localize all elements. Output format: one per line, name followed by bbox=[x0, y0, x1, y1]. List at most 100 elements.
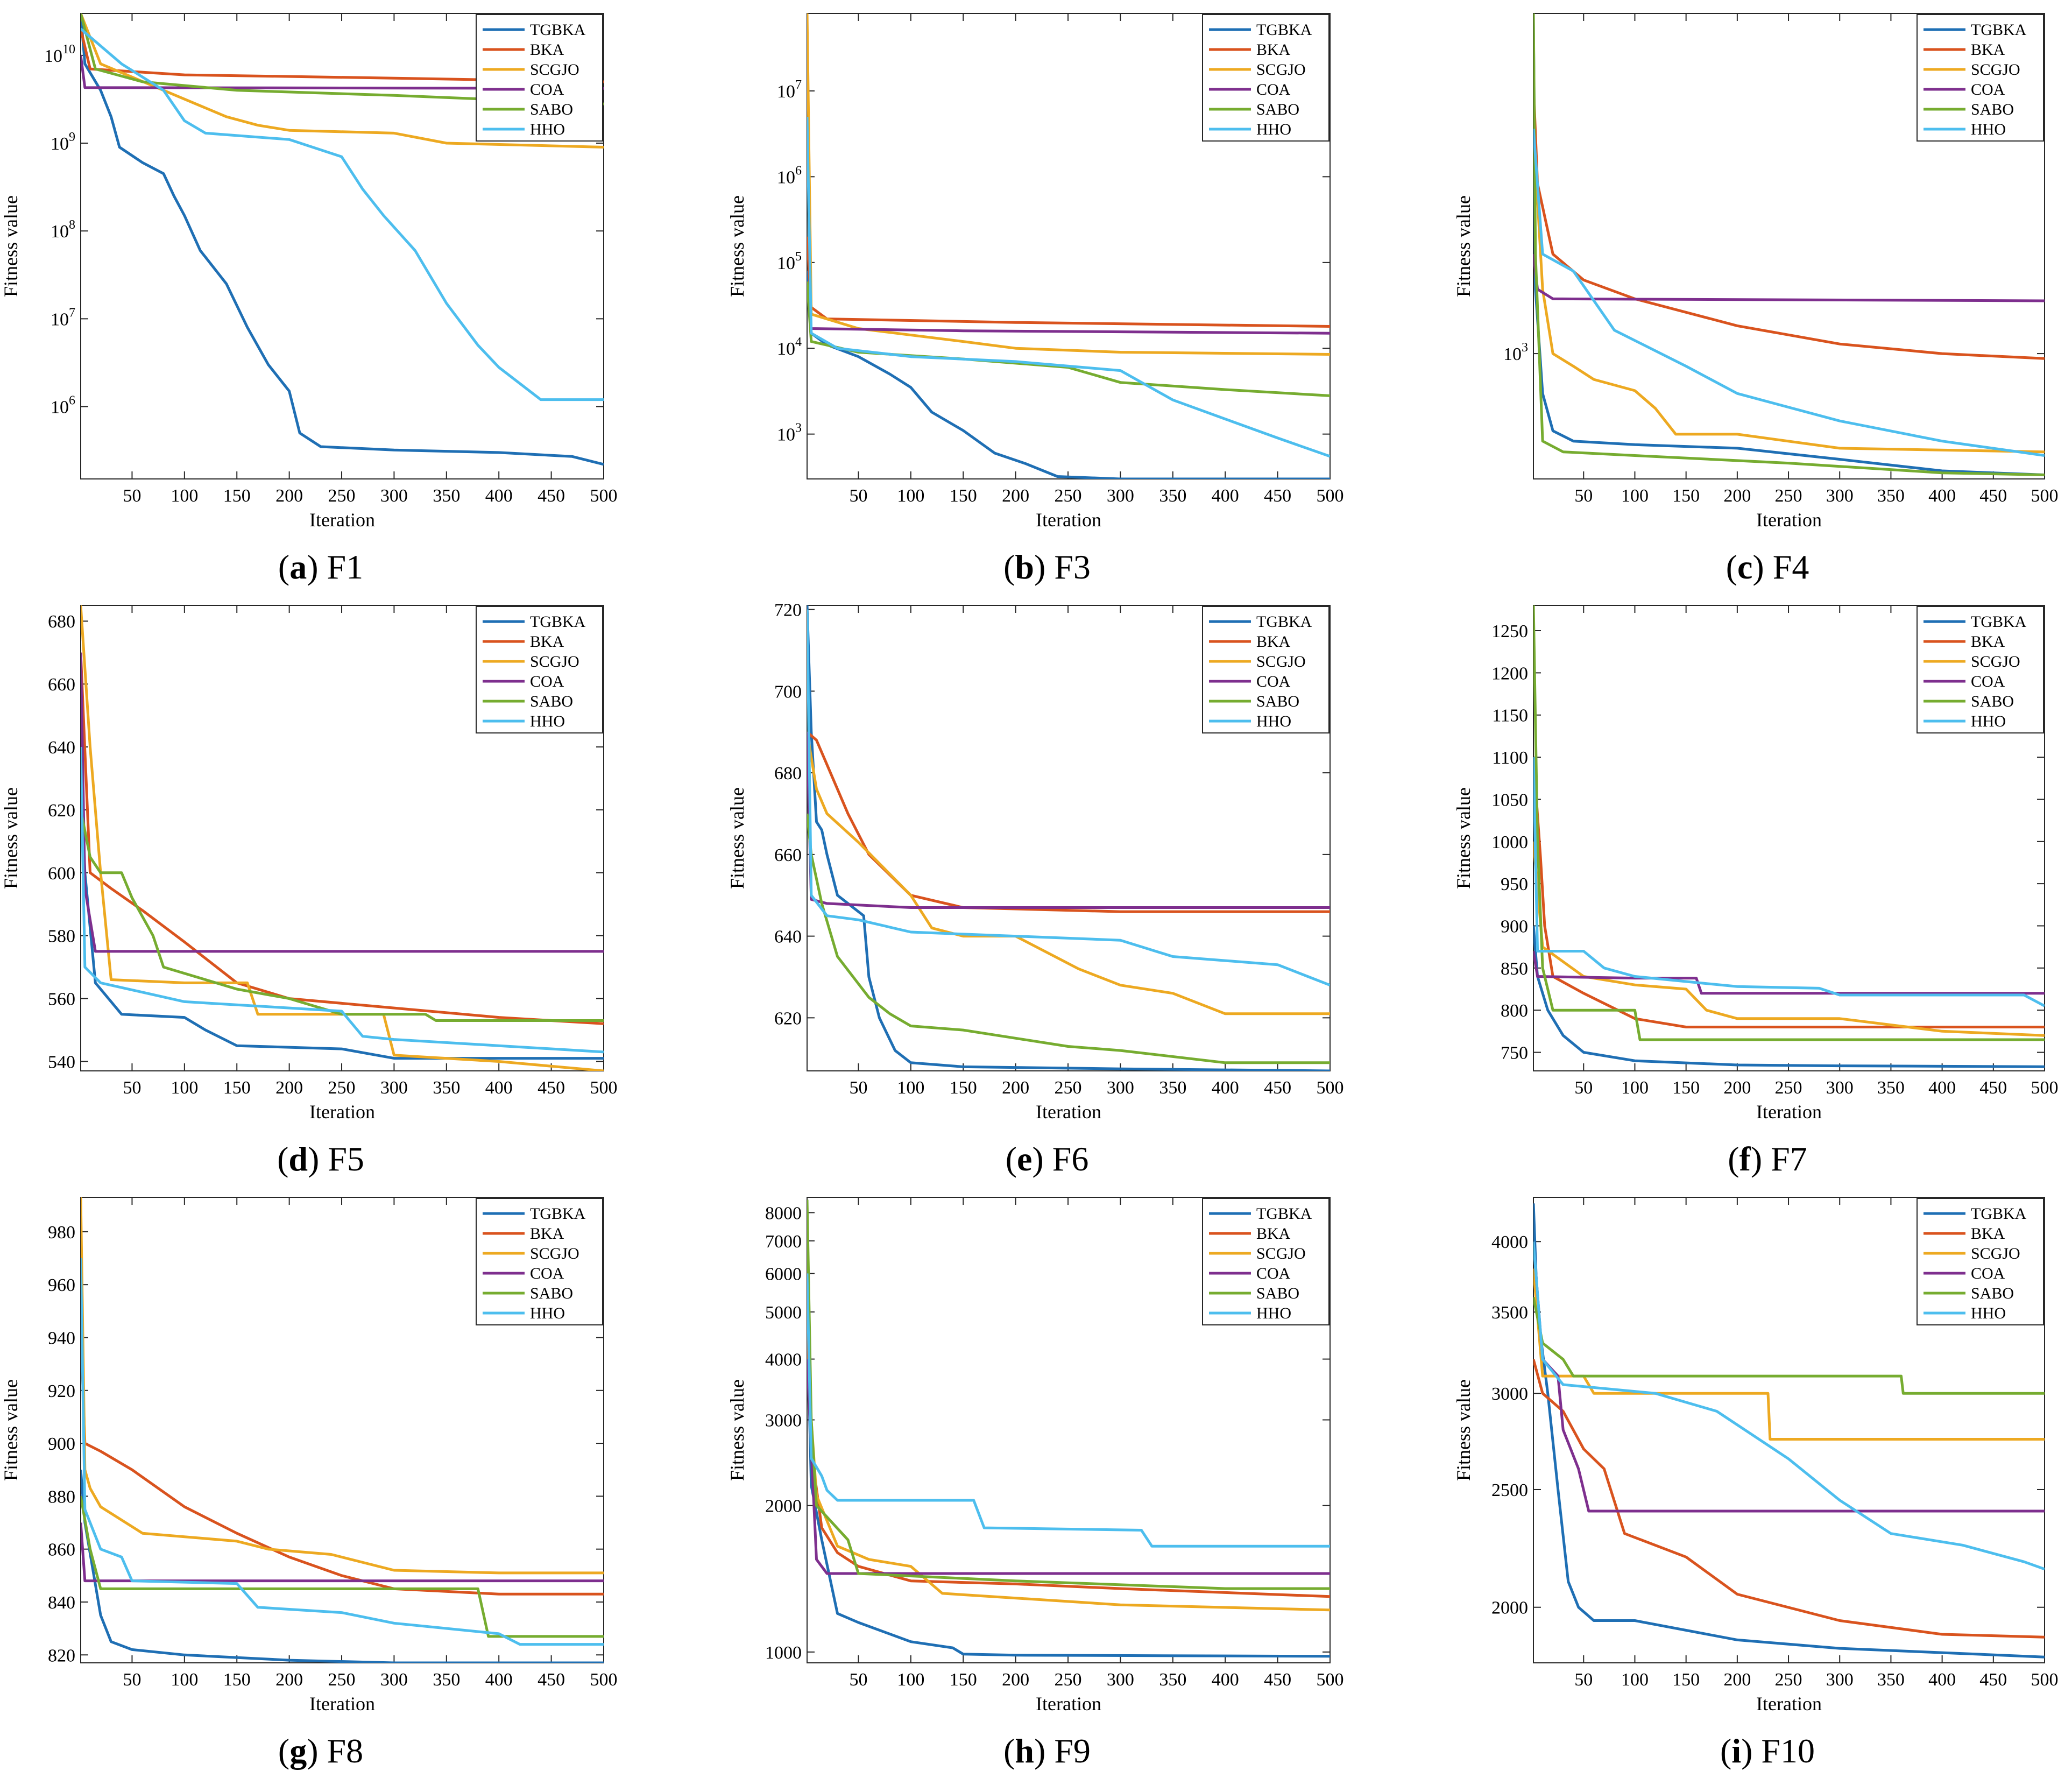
legend-entry: SCGJO bbox=[1256, 61, 1306, 79]
series-line-tgbka bbox=[1533, 926, 2045, 1068]
y-tick-label: 580 bbox=[48, 927, 75, 947]
legend-entry: HHO bbox=[1256, 712, 1291, 730]
x-tick-label: 250 bbox=[1055, 1078, 1082, 1098]
y-tick-label: 980 bbox=[48, 1223, 75, 1243]
x-tick-label: 200 bbox=[1002, 1078, 1029, 1098]
series-line-sabo bbox=[81, 13, 604, 105]
y-tick-label: 840 bbox=[48, 1593, 75, 1613]
legend-entry: HHO bbox=[530, 712, 565, 730]
x-tick-label: 300 bbox=[1826, 486, 1854, 506]
series-line-scgjo bbox=[1533, 841, 2045, 1037]
x-tick-label: 150 bbox=[950, 1670, 977, 1690]
series-line-hho bbox=[81, 746, 604, 1054]
legend-entry: TGBKA bbox=[1971, 21, 2027, 39]
x-tick-label: 250 bbox=[1055, 486, 1082, 506]
legend-entry: COA bbox=[530, 1265, 564, 1282]
series-line-tgbka bbox=[807, 271, 1330, 479]
series-line-coa bbox=[81, 1522, 604, 1583]
x-axis-label: Iteration bbox=[309, 1693, 375, 1715]
y-tick-label: 940 bbox=[48, 1328, 75, 1348]
x-tick-label: 100 bbox=[1621, 486, 1649, 506]
x-tick-label: 400 bbox=[485, 486, 513, 506]
legend-entry: SCGJO bbox=[530, 61, 579, 79]
series-line-scgjo bbox=[1533, 129, 2045, 454]
x-tick-label: 450 bbox=[538, 1078, 565, 1098]
x-tick-label: 50 bbox=[1574, 1670, 1593, 1690]
series-line-coa bbox=[807, 1359, 1330, 1575]
y-tick-label: 4000 bbox=[1491, 1232, 1528, 1252]
x-axis-label: Iteration bbox=[1036, 1101, 1101, 1123]
y-tick-label: 680 bbox=[774, 764, 802, 784]
x-tick-label: 300 bbox=[1826, 1078, 1854, 1098]
legend: TGBKA BKA SCGJO COA SABO HHO bbox=[476, 606, 603, 733]
y-tick-label: 640 bbox=[48, 738, 75, 758]
legend-entry: BKA bbox=[530, 633, 564, 651]
legend-entry: SCGJO bbox=[1971, 61, 2020, 79]
x-tick-label: 50 bbox=[849, 1670, 867, 1690]
chart-panel-c: 50 100 150 200 250 300 350 400 450 500 103 Iteratio… bbox=[1453, 13, 2059, 586]
legend-entry: TGBKA bbox=[1256, 613, 1312, 631]
x-tick-label: 500 bbox=[2031, 1078, 2059, 1098]
x-tick-label: 200 bbox=[1723, 1670, 1751, 1690]
chart-panel-a: 50 100 150 200 250 300 350 400 450 500 106 107 108 10… bbox=[0, 13, 618, 586]
x-tick-label: 100 bbox=[1621, 1670, 1649, 1690]
series-line-bka bbox=[81, 29, 604, 83]
x-tick-label: 100 bbox=[1621, 1078, 1649, 1098]
series-line-hho bbox=[1533, 129, 2045, 457]
series-line-bka bbox=[1533, 757, 2045, 1028]
y-axis-label: Fitness value bbox=[0, 1379, 22, 1481]
legend-entry: SABO bbox=[1256, 101, 1299, 118]
y-axis-label: Fitness value bbox=[1453, 1379, 1474, 1481]
x-tick-label: 350 bbox=[433, 1078, 460, 1098]
x-tick-label: 300 bbox=[380, 1670, 408, 1690]
x-tick-label: 400 bbox=[1212, 486, 1239, 506]
y-tick-label: 3500 bbox=[1491, 1303, 1528, 1323]
series-line-sabo bbox=[807, 813, 1330, 1064]
x-tick-label: 350 bbox=[433, 486, 460, 506]
y-tick-label: 104 bbox=[777, 335, 802, 359]
series-line-sabo bbox=[81, 1495, 604, 1638]
legend-entry: BKA bbox=[1256, 41, 1291, 59]
panel-caption: (i) F10 bbox=[1720, 1732, 1815, 1770]
x-tick-label: 100 bbox=[897, 1078, 924, 1098]
x-tick-label: 150 bbox=[950, 486, 977, 506]
y-tick-label: 3000 bbox=[765, 1411, 802, 1431]
y-tick-label: 620 bbox=[774, 1008, 802, 1028]
legend-entry: COA bbox=[1256, 81, 1291, 98]
legend-entry: TGBKA bbox=[1256, 21, 1312, 39]
legend-entry: SABO bbox=[530, 1285, 573, 1302]
x-tick-label: 400 bbox=[1212, 1670, 1239, 1690]
legend-box bbox=[1202, 1198, 1330, 1325]
legend-entry: TGBKA bbox=[530, 1205, 586, 1223]
legend-entry: SABO bbox=[530, 101, 573, 118]
legend: TGBKA BKA SCGJO COA SABO HHO bbox=[1202, 606, 1330, 733]
y-tick-label: 1000 bbox=[765, 1643, 802, 1663]
x-tick-label: 450 bbox=[538, 486, 565, 506]
panel-caption: (g) F8 bbox=[278, 1732, 363, 1770]
panel-caption: (f) F7 bbox=[1728, 1140, 1807, 1178]
x-tick-label: 250 bbox=[1775, 486, 1802, 506]
series-group bbox=[1533, 605, 2045, 1068]
series-line-coa bbox=[807, 732, 1330, 909]
x-tick-label: 250 bbox=[328, 486, 356, 506]
y-tick-label: 880 bbox=[48, 1487, 75, 1507]
series-line-coa bbox=[1533, 951, 2045, 995]
series-line-tgbka bbox=[81, 1470, 604, 1663]
x-tick-label: 400 bbox=[485, 1670, 513, 1690]
series-line-hho bbox=[81, 27, 604, 401]
legend-entry: COA bbox=[1256, 673, 1291, 690]
legend-entry: HHO bbox=[530, 1304, 565, 1322]
x-tick-label: 300 bbox=[380, 486, 408, 506]
series-line-coa bbox=[81, 55, 604, 90]
y-axis-label: Fitness value bbox=[726, 1379, 748, 1481]
x-tick-label: 150 bbox=[223, 1078, 251, 1098]
legend: TGBKA BKA SCGJO COA SABO HHO bbox=[1917, 606, 2044, 733]
x-axis-label: Iteration bbox=[309, 1101, 375, 1123]
x-tick-label: 150 bbox=[1672, 486, 1700, 506]
legend-box bbox=[1917, 1198, 2044, 1325]
y-tick-label: 820 bbox=[48, 1646, 75, 1666]
legend: TGBKA BKA SCGJO COA SABO HHO bbox=[1917, 1198, 2044, 1325]
legend-box bbox=[476, 1198, 603, 1325]
x-tick-label: 500 bbox=[2031, 486, 2059, 506]
